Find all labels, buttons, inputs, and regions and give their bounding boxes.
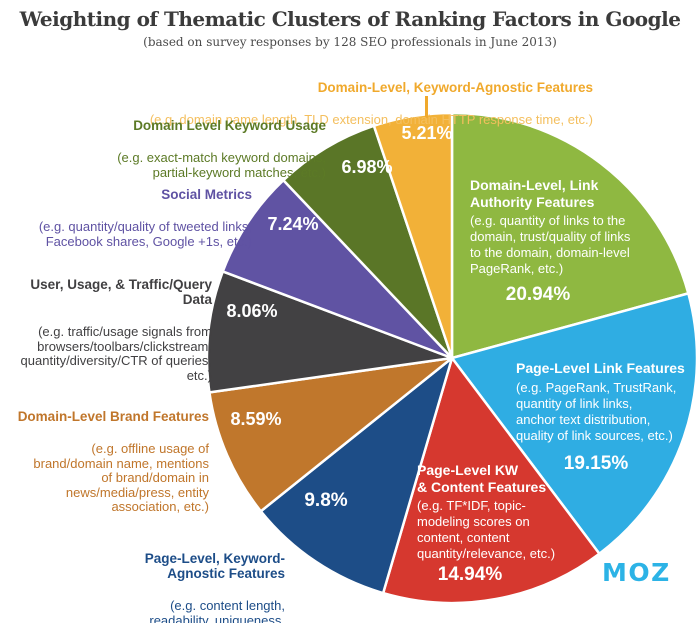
- label-desc: (e.g. offline usage of brand/domain name…: [33, 441, 209, 514]
- label-heading: Page-Level Link Features: [516, 360, 685, 376]
- label-heading: User, Usage, & Traffic/Query Data: [30, 277, 212, 307]
- label-user-usage-traffic-query: User, Usage, & Traffic/Query Data (e.g. …: [0, 259, 212, 401]
- label-domain-level-keyword-agnostic: Domain-Level, Keyword-Agnostic Features …: [150, 62, 593, 146]
- label-desc: (e.g. traffic/usage signals from browser…: [20, 324, 212, 383]
- pie-slice-2: [381, 356, 601, 605]
- pct-page-link-features: 19.15%: [563, 453, 629, 474]
- pie-slice-1: [450, 292, 699, 555]
- pie-slice-5: [205, 270, 454, 394]
- label-heading: Domain-Level, Link Authority Features: [470, 177, 599, 210]
- label-desc: (e.g. quantity/quality of tweeted links,…: [38, 219, 252, 249]
- pct-domain-keyword-agnostic: 5.21%: [401, 123, 453, 143]
- label-desc: (e.g. TF*IDF, topic- modeling scores on …: [417, 498, 556, 561]
- label-desc: (e.g. quantity of links to the domain, t…: [470, 213, 631, 276]
- pct-domain-link-authority: 20.94%: [505, 284, 571, 305]
- pie-slice-7: [282, 124, 454, 360]
- label-domain-level-brand: Domain-Level Brand Features (e.g. offlin…: [18, 391, 209, 533]
- label-social-metrics: Social Metrics (e.g. quantity/quality of…: [39, 169, 252, 267]
- label-heading: Domain-Level Brand Features: [17, 409, 209, 424]
- label-heading: Domain-Level, Keyword-Agnostic Features: [317, 80, 593, 95]
- pie-slice-4: [208, 356, 454, 513]
- pct-social-metrics: 7.24%: [267, 214, 319, 234]
- label-page-level-link-features: Page-Level Link Features (e.g. PageRank,…: [516, 360, 685, 444]
- pie-slice-3: [259, 356, 454, 595]
- pct-page-keyword-agnostic: 9.8%: [304, 490, 348, 511]
- label-heading: Page-Level, Keyword- Agnostic Features: [144, 551, 285, 581]
- callout-line-yellow-slice: [425, 96, 428, 118]
- pie-slice-6: [221, 179, 454, 360]
- label-domain-level-link-authority: Domain-Level, Link Authority Features (e…: [470, 177, 630, 277]
- label-heading: Social Metrics: [161, 187, 252, 202]
- label-desc: (e.g. exact-match keyword domains, parti…: [117, 150, 326, 180]
- label-heading: Domain Level Keyword Usage: [133, 118, 326, 133]
- label-heading: Page-Level KW & Content Features: [417, 462, 547, 495]
- label-desc: (e.g. PageRank, TrustRank, quantity of l…: [516, 379, 677, 443]
- label-page-level-keyword-agnostic: Page-Level, Keyword- Agnostic Features (…: [145, 533, 285, 623]
- chart-title: Weighting of Thematic Clusters of Rankin…: [19, 7, 681, 31]
- pie-slice-8: [372, 111, 454, 360]
- chart-subtitle: (based on survey responses by 128 SEO pr…: [143, 35, 557, 49]
- pct-domain-brand: 8.59%: [230, 409, 282, 429]
- label-page-level-kw-content: Page-Level KW & Content Features (e.g. T…: [417, 462, 555, 562]
- label-desc: (e.g. domain name length, TLD extension,…: [149, 112, 593, 127]
- pct-page-kw-content: 14.94%: [437, 564, 503, 585]
- moz-logo: MOZ: [602, 558, 671, 587]
- pct-user-usage-traffic: 8.06%: [226, 301, 278, 321]
- pie-slice-0: [450, 111, 690, 360]
- pct-domain-keyword-usage: 6.98%: [341, 157, 393, 177]
- label-domain-level-keyword-usage: Domain Level Keyword Usage (e.g. exact-m…: [117, 100, 326, 198]
- label-desc: (e.g. content length, readability, uniqu…: [149, 598, 285, 623]
